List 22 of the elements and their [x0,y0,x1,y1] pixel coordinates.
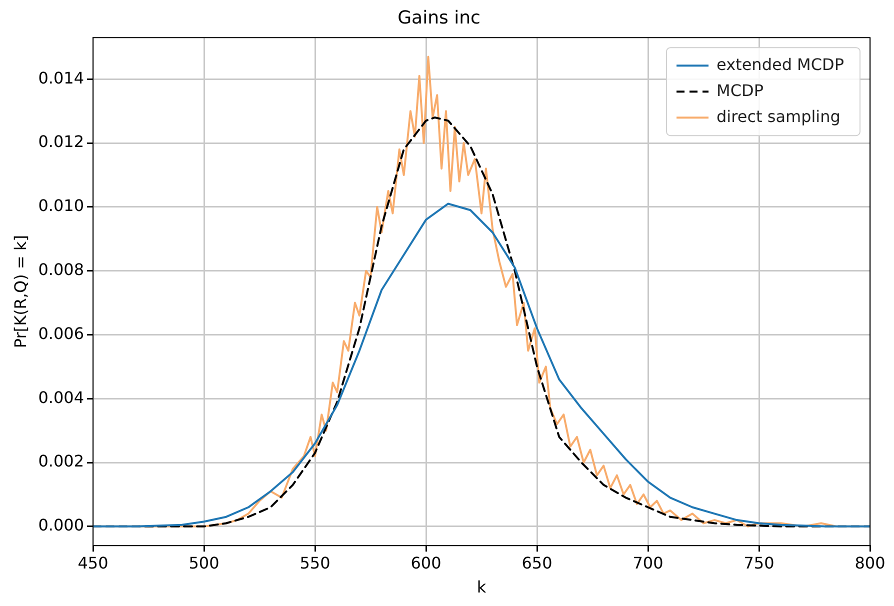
x-tick-label: 650 [522,553,552,572]
x-tick-label: 700 [632,553,664,572]
chart-title: Gains inc [398,7,480,28]
y-tick-label: 0.004 [38,388,84,407]
x-tick-label: 500 [188,553,220,572]
y-axis-title: Pr[K(R,Q) = k] [10,235,30,348]
x-tick-label: 600 [410,553,442,572]
legend-label: direct sampling [716,106,840,126]
y-tick-label: 0.006 [38,324,84,343]
y-tick-label: 0.012 [38,132,84,152]
x-tick-label: 800 [854,553,886,572]
y-tick-label: 0.000 [38,516,84,535]
x-tick-label: 550 [300,553,330,572]
y-tick-label: 0.008 [38,260,84,279]
x-axis-title: k [476,578,487,597]
y-tick-label: 0.010 [38,196,84,216]
y-tick-label: 0.014 [38,68,84,88]
legend-label: MCDP [716,80,764,100]
x-tick-label: 450 [78,553,108,572]
legend-label: extended MCDP [716,54,844,74]
x-tick-label: 750 [744,553,774,572]
y-tick-label: 0.002 [38,452,84,471]
